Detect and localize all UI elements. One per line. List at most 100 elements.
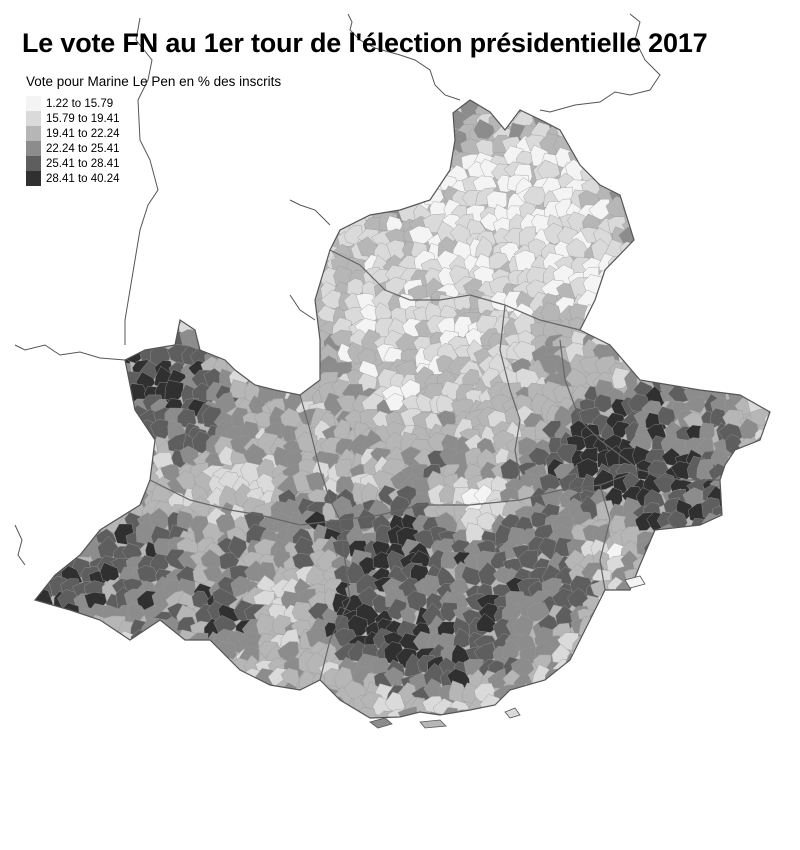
commune — [5, 658, 28, 677]
commune — [9, 619, 29, 639]
commune — [345, 176, 367, 193]
commune — [621, 704, 644, 718]
commune — [115, 462, 139, 479]
commune — [737, 605, 757, 624]
commune — [298, 254, 318, 277]
commune — [346, 132, 367, 155]
commune — [279, 691, 301, 711]
commune — [117, 422, 137, 446]
commune — [662, 213, 682, 235]
commune — [726, 563, 750, 583]
commune — [62, 333, 85, 353]
commune — [136, 223, 160, 244]
commune — [141, 660, 162, 684]
commune — [598, 642, 618, 665]
commune — [726, 547, 745, 569]
commune — [681, 632, 705, 652]
commune — [289, 148, 314, 171]
commune — [252, 686, 276, 707]
commune — [46, 383, 66, 404]
commune — [707, 656, 732, 676]
commune — [65, 356, 87, 378]
commune — [125, 700, 144, 718]
commune — [703, 562, 724, 588]
commune — [594, 320, 615, 342]
outer-borders — [14, 13, 661, 566]
commune — [669, 149, 690, 174]
commune — [217, 203, 238, 226]
commune — [49, 610, 67, 632]
commune — [612, 593, 631, 614]
commune — [306, 178, 329, 201]
commune — [103, 364, 122, 387]
commune — [618, 343, 638, 367]
commune — [724, 218, 746, 236]
commune — [50, 433, 71, 454]
commune — [8, 574, 26, 598]
commune — [258, 704, 281, 718]
commune — [671, 619, 694, 641]
commune — [93, 292, 113, 316]
commune — [74, 618, 96, 640]
commune — [644, 124, 666, 144]
commune — [6, 644, 31, 667]
commune — [114, 655, 137, 678]
commune — [696, 370, 717, 393]
commune — [736, 660, 754, 682]
commune — [140, 676, 164, 699]
commune — [321, 199, 343, 223]
commune — [608, 148, 628, 171]
commune — [60, 483, 78, 508]
commune — [8, 397, 29, 416]
commune — [713, 200, 735, 223]
commune — [202, 199, 226, 217]
commune — [632, 135, 652, 158]
commune — [86, 256, 107, 281]
commune — [175, 660, 196, 683]
commune — [54, 514, 75, 536]
commune — [35, 306, 47, 331]
commune — [749, 157, 770, 181]
commune — [66, 630, 86, 655]
commune — [722, 282, 744, 303]
commune — [737, 122, 759, 145]
commune — [245, 267, 267, 286]
commune — [424, 162, 443, 186]
commune — [152, 709, 176, 718]
commune — [60, 523, 85, 545]
commune — [699, 708, 721, 718]
commune — [662, 152, 683, 174]
commune — [35, 694, 43, 718]
commune — [723, 461, 741, 483]
commune — [35, 644, 39, 665]
commune — [721, 224, 744, 247]
commune — [597, 151, 617, 171]
commune — [724, 179, 747, 196]
commune — [71, 218, 90, 236]
commune — [636, 314, 658, 337]
commune — [179, 228, 202, 247]
commune — [703, 615, 722, 635]
commune — [642, 100, 664, 117]
commune — [651, 216, 671, 233]
commune — [678, 536, 697, 556]
commune — [266, 254, 291, 278]
commune — [663, 599, 686, 623]
commune — [185, 231, 211, 250]
commune — [708, 671, 727, 690]
commune — [77, 285, 98, 303]
commune — [35, 289, 45, 312]
commune — [332, 707, 353, 718]
commune — [35, 552, 46, 573]
legend-swatch — [26, 141, 41, 156]
commune — [402, 175, 422, 197]
commune — [649, 291, 668, 311]
commune — [660, 587, 683, 610]
commune — [37, 417, 60, 442]
commune — [681, 656, 704, 679]
commune — [252, 222, 275, 246]
commune — [649, 663, 669, 689]
commune — [623, 645, 641, 666]
commune — [103, 215, 124, 241]
commune — [581, 124, 605, 147]
